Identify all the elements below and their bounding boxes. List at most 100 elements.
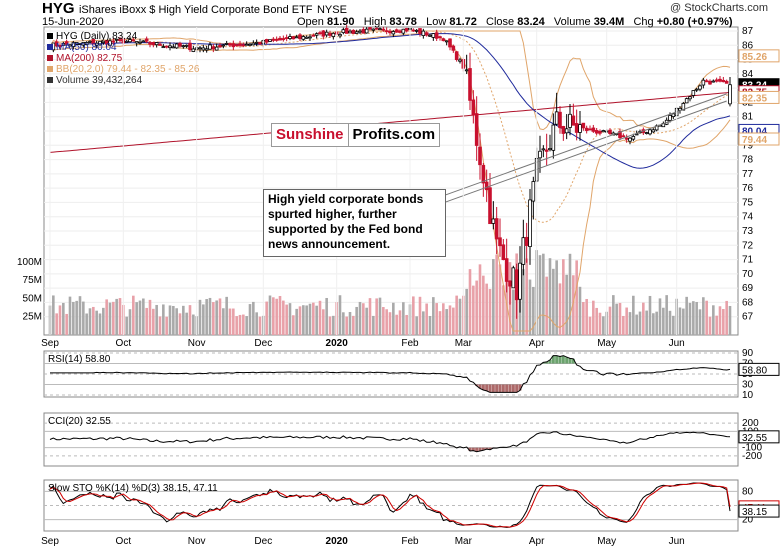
volume-bar: [478, 264, 482, 335]
ohlc-summary: Open 81.90 High 83.78 Low 81.72 Close 83…: [297, 16, 733, 28]
volume-bar: [698, 309, 702, 335]
volume-bar: [132, 295, 135, 335]
open-label: Open: [297, 16, 324, 28]
volume-bar: [662, 307, 665, 335]
candle-body: [624, 137, 629, 140]
candle-body: [541, 148, 546, 151]
close-label: Close: [486, 16, 515, 28]
price-axis-label: 84: [742, 69, 754, 80]
candle-body: [171, 46, 176, 49]
price-badge: [738, 132, 780, 146]
logo-part-2: Profits.com: [347, 124, 440, 146]
candle-body: [564, 128, 569, 134]
candle-body: [81, 42, 86, 46]
volume-axis-label: 25M: [23, 312, 42, 323]
exchange-name: NYSE: [316, 4, 347, 16]
candle-body: [78, 42, 82, 45]
candle-body: [524, 236, 529, 246]
stockcharts-credit: @ StockCharts.com: [670, 2, 768, 14]
candle-body: [91, 39, 96, 45]
volume-bar: [412, 296, 415, 335]
volume-bar: [628, 312, 632, 335]
candle-body: [431, 33, 436, 38]
candle-body: [421, 30, 426, 36]
volume-bar: [238, 314, 242, 335]
cci-axis-label: -200: [742, 451, 762, 462]
volume-bar: [242, 314, 245, 335]
volume-bar: [112, 301, 115, 335]
candle-body: [521, 237, 526, 265]
rsi-line: [50, 355, 731, 393]
candle-body: [288, 36, 292, 39]
candle-body: [558, 111, 562, 129]
volume-bar: [562, 259, 565, 335]
candle-body: [391, 31, 396, 35]
candle-body: [301, 36, 306, 40]
cci-axis-label: -100: [742, 443, 762, 454]
volume-bar: [692, 301, 695, 335]
candle-body: [324, 31, 329, 36]
candle-body: [184, 44, 189, 47]
x-axis-label-bottom: Nov: [188, 536, 206, 547]
volume-bar: [168, 305, 172, 335]
candle-body: [488, 187, 492, 225]
candle-body: [481, 165, 486, 184]
volume-bar: [415, 316, 418, 335]
change-value: +0.80 (+0.97%): [656, 16, 733, 28]
price-axis-label: 77: [742, 169, 754, 180]
volume-bar: [222, 308, 225, 335]
candle-body: [354, 31, 359, 34]
candle-body: [428, 34, 432, 37]
candle-body: [568, 113, 572, 128]
volume-bar: [225, 296, 228, 335]
rsi-title: RSI(14) 58.80: [48, 354, 111, 365]
volume-bar: [502, 285, 505, 335]
rsi-axis-label: 90: [742, 348, 754, 359]
volume-bar: [352, 315, 355, 335]
close-value: 83.24: [517, 16, 545, 28]
candle-body: [371, 28, 376, 31]
volume-bar: [78, 296, 82, 335]
legend-swatch: [47, 33, 53, 39]
volume-bar: [658, 298, 662, 335]
volume-bar: [435, 303, 438, 335]
volume-bar: [155, 304, 158, 335]
volume-bar: [358, 301, 362, 335]
volume-bar: [432, 297, 435, 335]
volume-bar: [685, 296, 688, 335]
volume-bar: [265, 301, 268, 335]
legend-entry: Volume 39,432,264: [56, 75, 143, 86]
volume-bar: [128, 309, 132, 335]
candle-body: [128, 39, 132, 43]
legend-swatch: [47, 66, 53, 72]
volume-bar: [158, 316, 162, 335]
price-axis-label: 72: [742, 240, 754, 251]
candle-body: [628, 137, 632, 142]
volume-bar: [302, 305, 305, 335]
volume-bar: [188, 305, 192, 335]
candle-body: [244, 43, 249, 46]
price-axis-label: 86: [742, 40, 754, 51]
candle-body: [168, 45, 172, 49]
price-axis-label: 68: [742, 297, 754, 308]
volume-bar: [328, 316, 332, 335]
volume-bar: [688, 302, 692, 335]
volume-bar: [512, 289, 515, 335]
candle-body: [688, 96, 692, 100]
volume-bar: [665, 295, 668, 335]
candle-body: [581, 122, 586, 129]
candle-body: [88, 40, 92, 43]
candle-body: [74, 42, 79, 45]
volume-bar: [452, 307, 455, 335]
candle-body: [434, 32, 439, 39]
candle-body: [331, 32, 336, 37]
volume-bar: [595, 307, 598, 335]
candle-body: [484, 181, 489, 191]
volume-bar: [702, 297, 705, 335]
volume-bar: [558, 283, 562, 335]
candle-body: [358, 30, 362, 33]
candle-body: [191, 48, 196, 52]
volume-bar: [568, 253, 572, 335]
candle-body: [308, 36, 312, 39]
candle-body: [381, 28, 386, 31]
